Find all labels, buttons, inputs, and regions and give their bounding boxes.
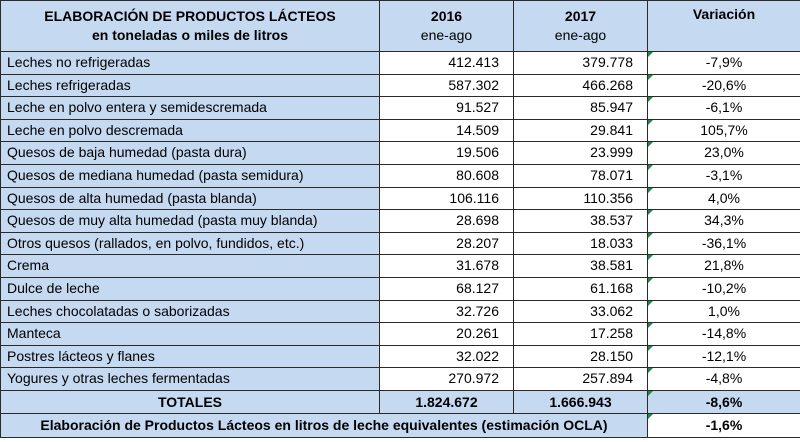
row-label: Crema (0, 254, 380, 278)
header-title: ELABORACIÓN DE PRODUCTOS LÁCTEOS en tone… (0, 0, 380, 52)
row-variation: -3,1% (647, 163, 800, 188)
row-label: Manteca (0, 322, 380, 346)
row-variation: -10,2% (647, 276, 800, 301)
row-variation: 1,0% (647, 299, 800, 324)
table-row: Leche en polvo entera y semidescremada 91… (0, 96, 800, 120)
header-title-line2: en toneladas o miles de litros (91, 27, 289, 43)
row-variation: 105,7% (647, 118, 800, 143)
row-value-2017: 379.778 (513, 51, 648, 75)
row-label: Quesos de alta humedad (pasta blanda) (0, 186, 380, 211)
table-row: Manteca 20.261 17.258 -14,8% (0, 322, 800, 346)
header-row: ELABORACIÓN DE PRODUCTOS LÁCTEOS en tone… (0, 0, 800, 52)
header-2016-period: ene-ago (420, 27, 473, 43)
row-value-2016: 28.207 (379, 231, 514, 256)
row-variation: 34,3% (647, 209, 800, 233)
header-2016-year: 2016 (430, 8, 463, 24)
table-row: Dulce de leche 68.127 61.168 -10,2% (0, 276, 800, 301)
row-value-2017: 29.841 (513, 118, 648, 143)
row-value-2016: 91.527 (379, 96, 514, 120)
row-label: Leches no refrigeradas (0, 51, 380, 75)
totals-2017: 1.666.943 (513, 389, 648, 414)
row-label: Leche en polvo entera y semidescremada (0, 96, 380, 120)
totals-row: TOTALES 1.824.672 1.666.943 -8,6% (0, 389, 800, 414)
row-value-2017: 23.999 (513, 141, 648, 165)
row-value-2016: 32.022 (379, 344, 514, 369)
row-value-2017: 38.581 (513, 254, 648, 278)
header-2017: 2017 ene-ago (513, 0, 648, 52)
table-row: Leches no refrigeradas 412.413 379.778 -7,9… (0, 51, 800, 75)
row-value-2016: 587.302 (379, 73, 514, 98)
row-value-2017: 28.150 (513, 344, 648, 369)
table-row: Postres lácteos y flanes 32.022 28.150 -12,… (0, 344, 800, 369)
row-value-2016: 80.608 (379, 163, 514, 188)
row-value-2017: 110.356 (513, 186, 648, 211)
header-2017-period: ene-ago (554, 27, 607, 43)
row-variation: -36,1% (647, 231, 800, 256)
table-row: Leches chocolatadas o saborizadas 32.726 3… (0, 299, 800, 324)
row-value-2016: 28.698 (379, 209, 514, 233)
row-variation: -14,8% (647, 322, 800, 346)
row-value-2017: 17.258 (513, 322, 648, 346)
row-value-2016: 20.261 (379, 322, 514, 346)
row-value-2017: 466.268 (513, 73, 648, 98)
footer-variation: -1,6% (647, 412, 800, 438)
row-value-2017: 18.033 (513, 231, 648, 256)
row-label: Leches refrigeradas (0, 73, 380, 98)
row-label: Quesos de muy alta humedad (pasta muy bl… (0, 209, 380, 233)
row-value-2016: 14.509 (379, 118, 514, 143)
row-value-2016: 68.127 (379, 276, 514, 301)
table-row: Crema 31.678 38.581 21,8% (0, 254, 800, 278)
table-row: Quesos de mediana humedad (pasta semidur… (0, 163, 800, 188)
table-row: Leches refrigeradas 587.302 466.268 -20,6% (0, 73, 800, 98)
row-value-2017: 78.071 (513, 163, 648, 188)
row-value-2017: 257.894 (513, 367, 648, 391)
table-row: Otros quesos (rallados, en polvo, fundid… (0, 231, 800, 256)
row-value-2017: 61.168 (513, 276, 648, 301)
row-variation: -12,1% (647, 344, 800, 369)
row-value-2016: 412.413 (379, 51, 514, 75)
row-label: Leche en polvo descremada (0, 118, 380, 143)
row-label: Leches chocolatadas o saborizadas (0, 299, 380, 324)
totals-2016: 1.824.672 (379, 389, 514, 414)
footer-label: Elaboración de Productos Lácteos en litr… (0, 412, 648, 438)
row-variation: -4,8% (647, 367, 800, 391)
row-label: Quesos de mediana humedad (pasta semidur… (0, 163, 380, 188)
row-label: Yogures y otras leches fermentadas (0, 367, 380, 391)
row-variation: 4,0% (647, 186, 800, 211)
table-row: Yogures y otras leches fermentadas 270.97… (0, 367, 800, 391)
row-value-2016: 19.506 (379, 141, 514, 165)
header-title-line1: ELABORACIÓN DE PRODUCTOS LÁCTEOS (44, 8, 336, 24)
row-variation: -7,9% (647, 51, 800, 75)
row-variation: 23,0% (647, 141, 800, 165)
header-2017-year: 2017 (564, 8, 597, 24)
row-label: Quesos de baja humedad (pasta dura) (0, 141, 380, 165)
table-row: Quesos de muy alta humedad (pasta muy bl… (0, 209, 800, 233)
row-value-2017: 85.947 (513, 96, 648, 120)
row-value-2016: 270.972 (379, 367, 514, 391)
footer-row: Elaboración de Productos Lácteos en litr… (0, 412, 800, 438)
row-variation: 21,8% (647, 254, 800, 278)
totals-variation: -8,6% (647, 389, 800, 414)
row-value-2016: 32.726 (379, 299, 514, 324)
table-row: Quesos de alta humedad (pasta blanda) 106… (0, 186, 800, 211)
row-value-2016: 106.116 (379, 186, 514, 211)
row-value-2017: 33.062 (513, 299, 648, 324)
row-value-2016: 31.678 (379, 254, 514, 278)
table-row: Leche en polvo descremada 14.509 29.841 105… (0, 118, 800, 143)
row-variation: -6,1% (647, 96, 800, 120)
row-label: Dulce de leche (0, 276, 380, 301)
header-2016: 2016 ene-ago (379, 0, 514, 52)
table-row: Quesos de baja humedad (pasta dura) 19.50… (0, 141, 800, 165)
row-label: Postres lácteos y flanes (0, 344, 380, 369)
totals-label: TOTALES (0, 389, 380, 414)
row-label: Otros quesos (rallados, en polvo, fundid… (0, 231, 380, 256)
header-variation: Variación (647, 0, 800, 52)
row-value-2017: 38.537 (513, 209, 648, 233)
row-variation: -20,6% (647, 73, 800, 98)
